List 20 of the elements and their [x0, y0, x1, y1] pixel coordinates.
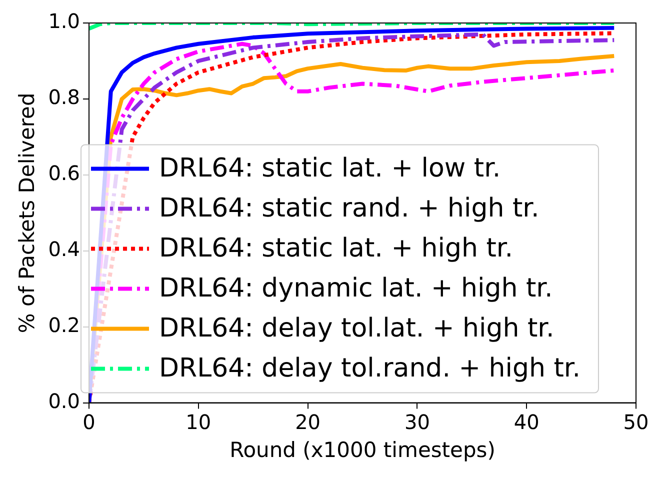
y-axis-title: % of Packets Delivered — [15, 92, 40, 334]
y-tick-label: 1.0 — [48, 9, 80, 34]
y-tick-label: 0.8 — [48, 85, 80, 110]
legend-label: DRL64: dynamic lat. + high tr. — [159, 274, 553, 304]
legend-label: DRL64: static lat. + high tr. — [159, 234, 513, 264]
y-tick-label: 0.0 — [48, 389, 80, 414]
x-tick-label: 50 — [623, 410, 649, 434]
legend-label: DRL64: delay tol.lat. + high tr. — [159, 314, 554, 344]
x-axis-title: Round (x1000 timesteps) — [230, 438, 496, 462]
x-tick-label: 0 — [82, 410, 96, 434]
y-tick-label: 0.6 — [48, 161, 80, 186]
y-tick-label: 0.4 — [48, 237, 80, 262]
legend-label: DRL64: delay tol.rand. + high tr. — [159, 354, 580, 384]
x-tick-label: 20 — [295, 410, 321, 434]
x-tick-label: 40 — [514, 410, 540, 434]
x-tick-label: 30 — [404, 410, 430, 434]
legend-label: DRL64: static rand. + high tr. — [159, 194, 540, 224]
legend-label: DRL64: static lat. + low tr. — [159, 154, 501, 184]
x-tick-label: 10 — [186, 410, 212, 434]
y-tick-label: 0.2 — [48, 313, 80, 338]
